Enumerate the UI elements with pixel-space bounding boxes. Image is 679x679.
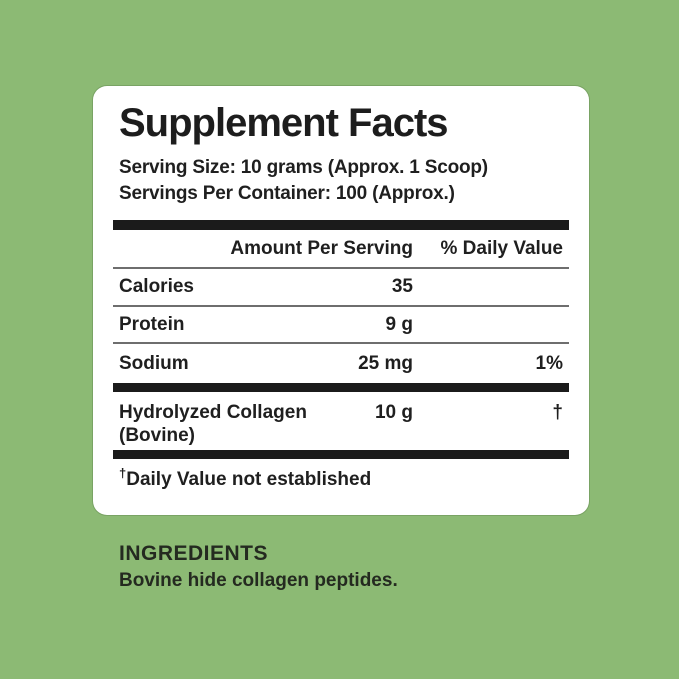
- table-row-collagen: Hydrolyzed Collagen (Bovine) 10 g †: [113, 392, 569, 450]
- ingredients-heading: INGREDIENTS: [119, 542, 269, 565]
- daily-value-column-header: % Daily Value: [440, 237, 563, 259]
- nutrient-amount: 9 g: [385, 313, 413, 335]
- supplement-facts-panel: Supplement Facts Serving Size: 10 grams …: [93, 86, 589, 515]
- table-row: Protein 9 g: [113, 307, 569, 344]
- nutrient-amount: 35: [391, 276, 413, 297]
- table-row: Sodium 25 mg 1%: [113, 344, 569, 383]
- section-bar-middle: [113, 383, 569, 392]
- panel-title: Supplement Facts: [119, 101, 449, 145]
- ingredients-text: Bovine hide collagen peptides.: [119, 570, 398, 591]
- table-row: Calories 35: [113, 269, 569, 307]
- serving-size-line: Serving Size: 10 grams (Approx. 1 Scoop): [119, 157, 488, 178]
- nutrient-amount: 10 g: [374, 402, 413, 423]
- ingredients-section: INGREDIENTS Bovine hide collagen peptide…: [119, 541, 398, 593]
- dagger-symbol: †: [119, 465, 127, 481]
- nutrient-name: Calories: [119, 276, 194, 297]
- footnote-text: Daily Value not established: [126, 469, 372, 490]
- table-header-row: Amount Per Serving % Daily Value: [113, 230, 569, 269]
- nutrient-daily-value: 1%: [535, 352, 563, 374]
- nutrient-name: Protein: [119, 313, 185, 335]
- servings-per-container-line: Servings Per Container: 100 (Approx.): [119, 183, 455, 204]
- daily-value-footnote: †Daily Value not established: [119, 465, 563, 491]
- nutrient-name: Sodium: [119, 352, 189, 374]
- nutrient-name: Hydrolyzed Collagen (Bovine): [119, 402, 307, 446]
- section-bar-top: [113, 220, 569, 230]
- nutrient-daily-value: †: [552, 402, 563, 423]
- amount-column-header: Amount Per Serving: [230, 237, 413, 259]
- nutrient-amount: 25 mg: [358, 352, 413, 374]
- section-bar-bottom: [113, 450, 569, 459]
